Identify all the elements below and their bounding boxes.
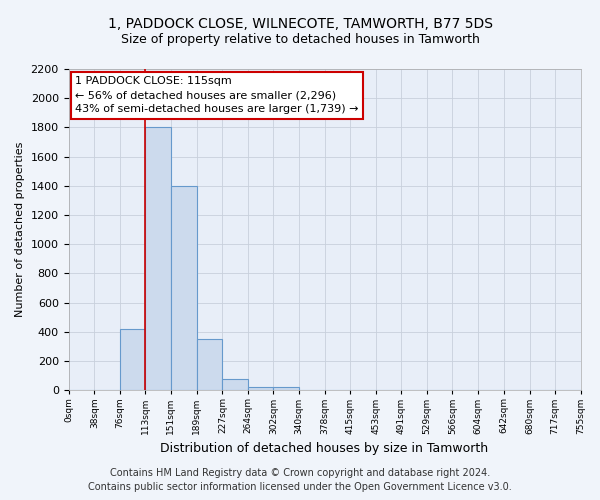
Bar [120, 329, 145, 390]
Y-axis label: Number of detached properties: Number of detached properties [15, 142, 25, 318]
Bar [171, 186, 197, 390]
Text: 1 PADDOCK CLOSE: 115sqm
← 56% of detached houses are smaller (2,296)
43% of semi: 1 PADDOCK CLOSE: 115sqm ← 56% of detache… [76, 76, 359, 114]
Bar [223, 378, 248, 390]
Bar [248, 388, 274, 390]
Text: Size of property relative to detached houses in Tamworth: Size of property relative to detached ho… [121, 32, 479, 46]
Text: 1, PADDOCK CLOSE, WILNECOTE, TAMWORTH, B77 5DS: 1, PADDOCK CLOSE, WILNECOTE, TAMWORTH, B… [107, 18, 493, 32]
X-axis label: Distribution of detached houses by size in Tamworth: Distribution of detached houses by size … [160, 442, 488, 455]
Bar [274, 388, 299, 390]
Bar [197, 339, 223, 390]
Text: Contains HM Land Registry data © Crown copyright and database right 2024.
Contai: Contains HM Land Registry data © Crown c… [88, 468, 512, 492]
Bar [145, 128, 171, 390]
